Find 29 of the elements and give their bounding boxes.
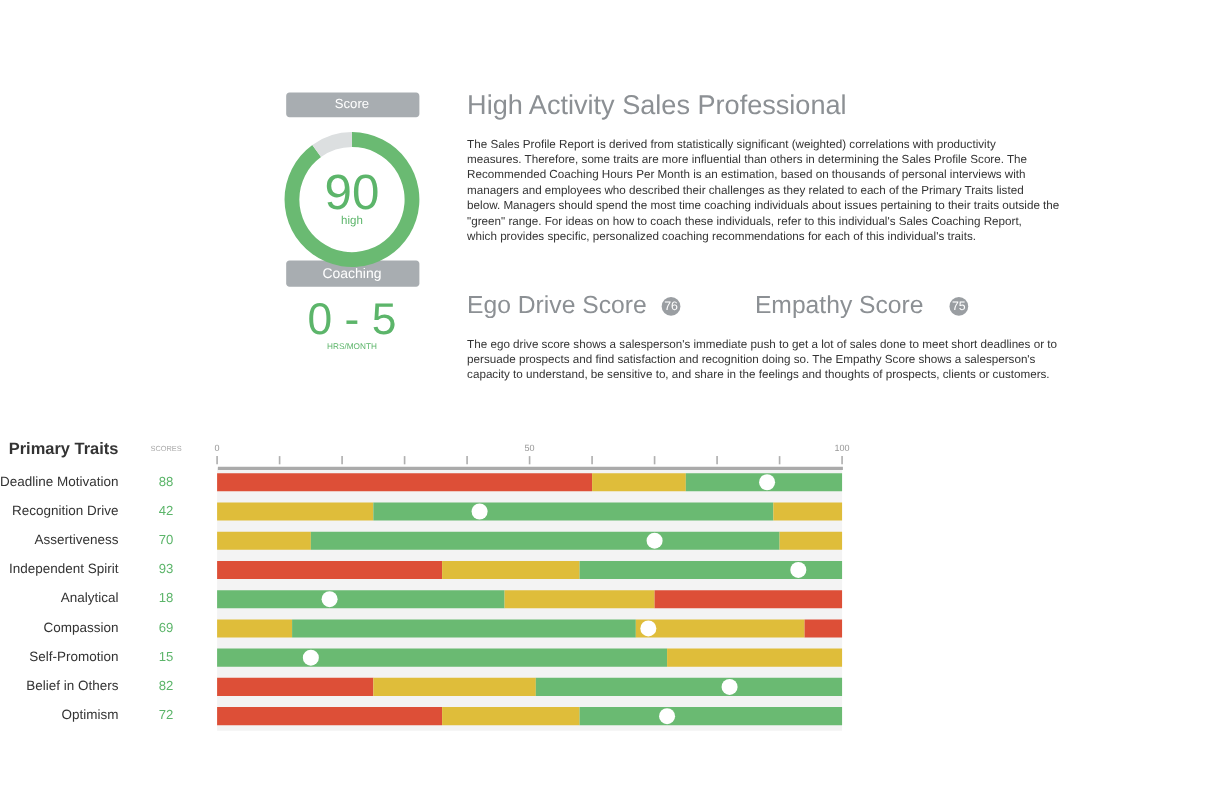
bar: [217, 677, 374, 696]
bar: [685, 473, 843, 492]
bar: [442, 560, 580, 579]
point: [759, 474, 776, 491]
point: [790, 561, 807, 578]
bar: [217, 707, 443, 726]
bar: [535, 677, 843, 696]
bar: [373, 677, 536, 696]
point: [721, 678, 738, 695]
bar: [579, 560, 843, 579]
bar: [804, 619, 843, 638]
text: Empathy Score: [754, 291, 924, 320]
point: [659, 708, 676, 725]
bar: [217, 560, 443, 579]
point: [321, 591, 338, 608]
bar: [667, 648, 843, 667]
bar: [579, 707, 843, 726]
point: [646, 532, 663, 549]
bar: [592, 473, 686, 492]
text: High Activity Sales Professional: [467, 90, 847, 120]
point: [302, 649, 319, 666]
bar: [217, 473, 593, 492]
text: Primary Traits: [8, 440, 120, 459]
bar: [504, 590, 655, 609]
bar: [442, 707, 580, 726]
point: [640, 620, 657, 637]
text: Ego Drive Score: [467, 291, 647, 320]
point: [471, 503, 488, 520]
text: 0 - 5: [307, 294, 397, 345]
